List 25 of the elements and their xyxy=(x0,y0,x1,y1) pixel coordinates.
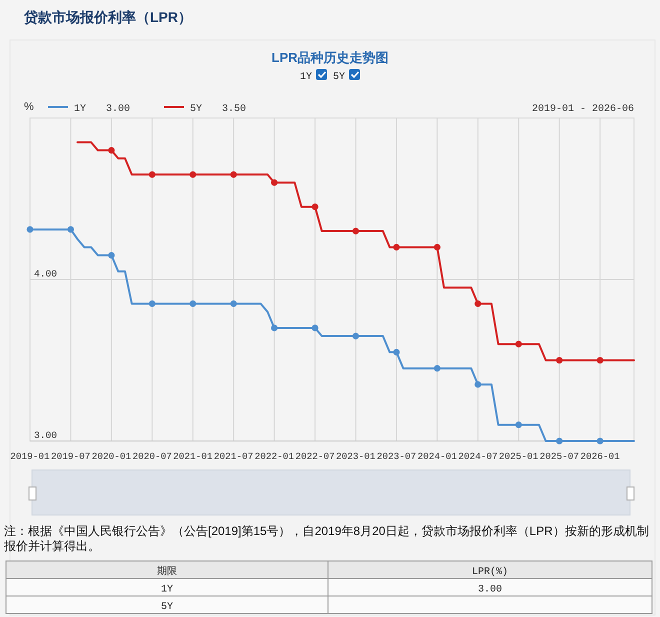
y-tick-label: 4.00 xyxy=(34,268,58,280)
text: 注：根据《中国人民银行公告》（公告[2019]第15号），自2019年8月20日起，贷款市场报价利率（LPR）按新的形成机制报价并计算得出。 xyxy=(4,524,650,554)
y-axis-title: % xyxy=(24,101,34,113)
x-tick-label: 2020-07 xyxy=(132,451,172,462)
x-tick-label: 2019-01 xyxy=(10,451,50,462)
x-tick-label: 2021-07 xyxy=(214,451,254,462)
chart-title: 贷款市场报价利率（LPR） xyxy=(23,9,192,25)
x-tick-label: 2025-07 xyxy=(540,451,580,462)
chart-subtitle: LPR品种历史走势图 xyxy=(272,50,388,65)
x-tick-label: 2022-07 xyxy=(295,451,335,462)
x-tick-label: 2025-01 xyxy=(498,451,539,462)
x-tick-label: 2019-07 xyxy=(51,451,90,462)
x-tick-label: 2022-01 xyxy=(254,451,294,462)
legend-label: 5Y xyxy=(190,104,202,115)
text: 2019-01 - 2026-06 xyxy=(532,104,634,115)
x-tick-label: 2020-01 xyxy=(92,451,132,462)
x-tick-label: 2026-01 xyxy=(580,451,620,462)
x-tick-label: 2021-01 xyxy=(173,451,213,462)
x-tick-label: 2023-01 xyxy=(336,451,376,462)
y-tick-label: 3.00 xyxy=(34,430,58,441)
x-tick-label: 2023-07 xyxy=(376,451,416,462)
legend-label: 1Y xyxy=(74,104,86,115)
x-tick-label: 2024-01 xyxy=(417,451,458,462)
table: 期限 LPR(%) 1Y 5Y 3.00 xyxy=(6,560,652,614)
x-tick-label: 2024-07 xyxy=(458,451,498,462)
